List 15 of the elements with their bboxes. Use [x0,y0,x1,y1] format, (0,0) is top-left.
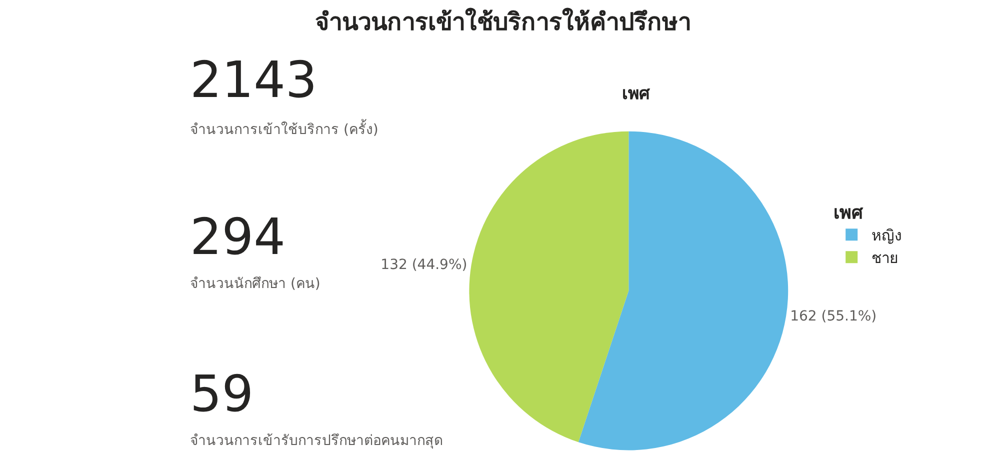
text: จำนวนการเข้ารับการปรึกษาต่อคนมากสุด [190,433,443,449]
chart-subtitle: เพศ [622,84,651,104]
text: จำนวนการเข้าใช้บริการ (ครั้ง) [190,119,378,138]
pie-slice [469,131,629,442]
text: 294 [190,208,286,266]
data-label: 162 (55.1%) [790,308,877,324]
text: จำนวนนักศึกษา (คน) [190,276,320,292]
text: 2143 [190,51,318,109]
data-label: 132 (44.9%) [380,257,468,274]
legend-label: หญิง [872,226,902,244]
pie-slice [578,131,788,450]
text: 59 [190,365,254,423]
legend-label: ชาย [872,249,899,267]
chart-title: จำนวนการเข้าใช้บริการให้คำปรึกษา [315,7,691,36]
legend-title: เพศ [834,202,864,224]
